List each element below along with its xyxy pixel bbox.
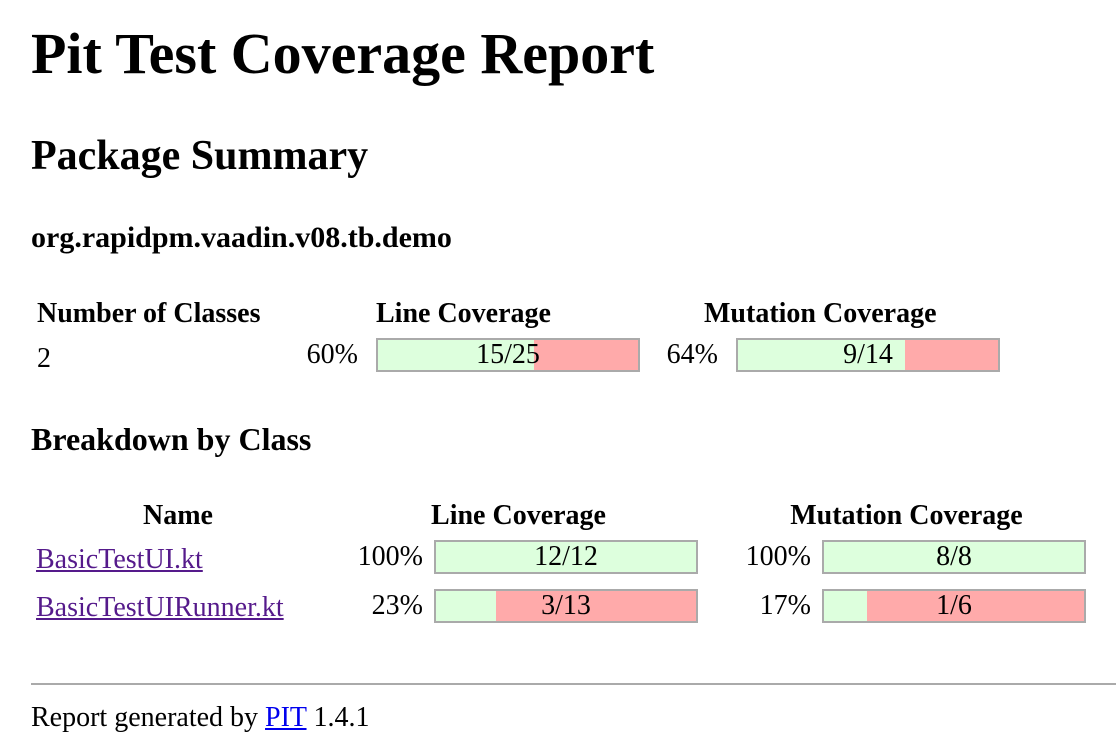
footer-version: 1.4.1 — [313, 702, 370, 733]
footer-prefix: Report generated by — [31, 702, 259, 733]
class-link-basictestui[interactable]: BasicTestUI.kt — [36, 544, 203, 575]
row-line-label: 3/13 — [541, 590, 591, 621]
row-line-fill — [436, 591, 496, 621]
mutation-coverage-bar: 9/14 — [736, 338, 1000, 372]
header-class-line-coverage: Line Coverage — [431, 500, 606, 531]
row-line-bar: 3/13 — [434, 589, 698, 623]
row-mutation-label: 8/8 — [936, 541, 972, 572]
row-mutation-fill — [824, 591, 868, 621]
line-coverage-fill — [378, 340, 534, 370]
row-mutation-fill — [824, 542, 1084, 572]
header-name: Name — [143, 500, 213, 531]
mutation-coverage-fill — [738, 340, 906, 370]
mutation-coverage-percent: 64% — [666, 339, 718, 370]
row-line-fill — [436, 542, 696, 572]
header-line-coverage: Line Coverage — [376, 298, 551, 329]
package-name: org.rapidpm.vaadin.v08.tb.demo — [31, 221, 452, 254]
breakdown-heading: Breakdown by Class — [31, 421, 312, 457]
mutation-coverage-label: 9/14 — [843, 339, 893, 370]
row-mutation-bar: 8/8 — [822, 540, 1086, 574]
package-summary-heading: Package Summary — [31, 133, 369, 179]
class-link-basictestuirunner[interactable]: BasicTestUIRunner.kt — [36, 592, 284, 623]
header-class-mutation-coverage: Mutation Coverage — [790, 500, 1023, 531]
row-line-label: 12/12 — [534, 541, 598, 572]
header-mutation-coverage: Mutation Coverage — [704, 298, 937, 329]
row-line-percent: 23% — [371, 590, 423, 621]
footer-divider — [31, 683, 1116, 685]
footer: Report generated by PIT 1.4.1 — [31, 700, 370, 736]
row-mutation-bar: 1/6 — [822, 589, 1086, 623]
classes-count: 2 — [37, 343, 51, 374]
row-line-bar: 12/12 — [434, 540, 698, 574]
row-line-percent: 100% — [357, 541, 423, 572]
header-number-of-classes: Number of Classes — [37, 298, 261, 329]
row-mutation-label: 1/6 — [936, 590, 972, 621]
row-mutation-percent: 100% — [745, 541, 811, 572]
pit-link[interactable]: PIT — [265, 702, 307, 733]
line-coverage-label: 15/25 — [476, 339, 540, 370]
page-title: Pit Test Coverage Report — [31, 21, 655, 86]
row-mutation-percent: 17% — [759, 590, 811, 621]
line-coverage-bar: 15/25 — [376, 338, 640, 372]
line-coverage-percent: 60% — [306, 339, 358, 370]
